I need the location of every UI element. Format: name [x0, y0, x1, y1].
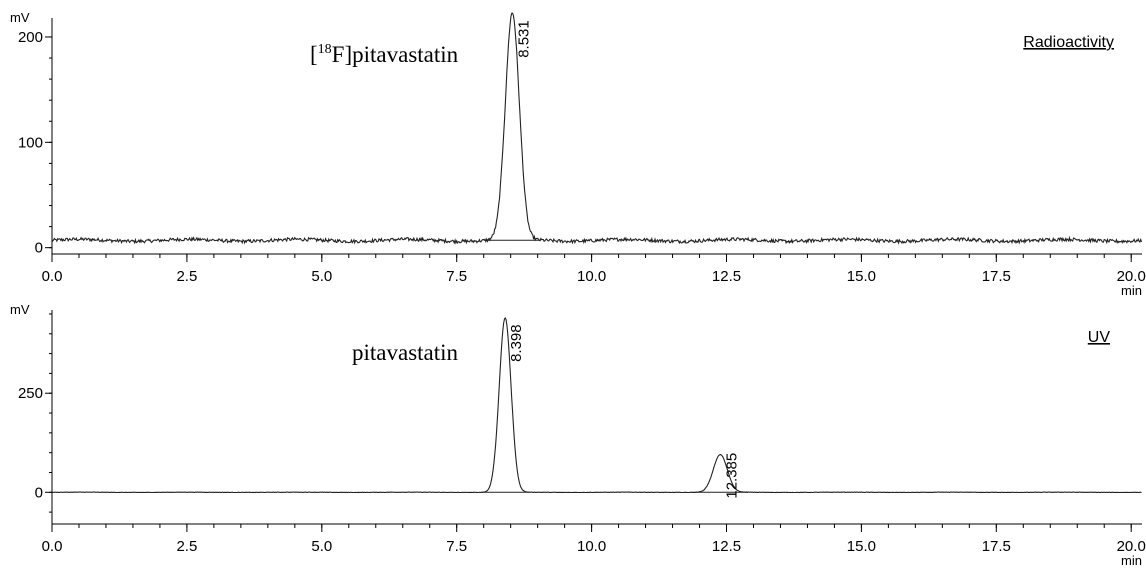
y-tick-label: 0: [35, 484, 43, 501]
x-tick-label: 5.0: [311, 538, 332, 555]
y-tick-label: 250: [18, 385, 43, 402]
chromatogram-trace: [51, 316, 1142, 494]
chart-panel-2: mV 0 250 0.0 2.5 5.0 7.5 10.0 12.5 15.0 17.5 20.0mi…: [10, 302, 1146, 568]
x-tick-label: 12.5: [712, 538, 741, 555]
x-tick-label: 2.5: [176, 538, 197, 555]
chart-panel-1: mV 0 100 200 0.0 2.5 5.0 7.5 10.0 12.5 15.0 17.5 20.…: [10, 10, 1146, 298]
compound-label: pitavastatin: [352, 340, 459, 365]
peak-label: 8.531: [515, 20, 532, 58]
x-tick-label: 12.5: [712, 268, 741, 285]
y-axis-label: mV: [10, 302, 30, 317]
compound-label: [18F]pitavastatin: [310, 42, 459, 67]
x-tick-label: 2.5: [176, 268, 197, 285]
chromatogram-trace: [51, 12, 1143, 245]
x-tick-label: 20.0: [1117, 268, 1146, 285]
y-tick-label: 0: [35, 240, 43, 257]
peak-label: 8.398: [508, 324, 525, 362]
x-tick-label: 20.0: [1117, 538, 1146, 555]
x-tick-label: 15.0: [847, 268, 876, 285]
x-tick-label: 0.0: [42, 268, 63, 285]
x-tick-label: 10.0: [577, 538, 606, 555]
y-tick-label: 100: [18, 134, 43, 151]
peak-label: 12.385: [723, 453, 740, 499]
x-tick-label: 10.0: [577, 268, 606, 285]
x-tick-label: 7.5: [446, 538, 467, 555]
x-tick-label: 5.0: [311, 268, 332, 285]
x-tick-label: 0.0: [42, 538, 63, 555]
x-tick-label: 17.5: [982, 268, 1011, 285]
x-tick-label: 15.0: [847, 538, 876, 555]
x-tick-label: 17.5: [982, 538, 1011, 555]
y-axis-label: mV: [10, 10, 30, 25]
y-tick-label: 200: [18, 29, 43, 46]
x-axis-unit-label: min: [1121, 553, 1142, 568]
trace-legend: UV: [1088, 329, 1111, 346]
trace-legend: Radioactivity: [1023, 34, 1114, 51]
x-axis-unit-label: min: [1121, 283, 1142, 298]
x-tick-label: 7.5: [446, 268, 467, 285]
